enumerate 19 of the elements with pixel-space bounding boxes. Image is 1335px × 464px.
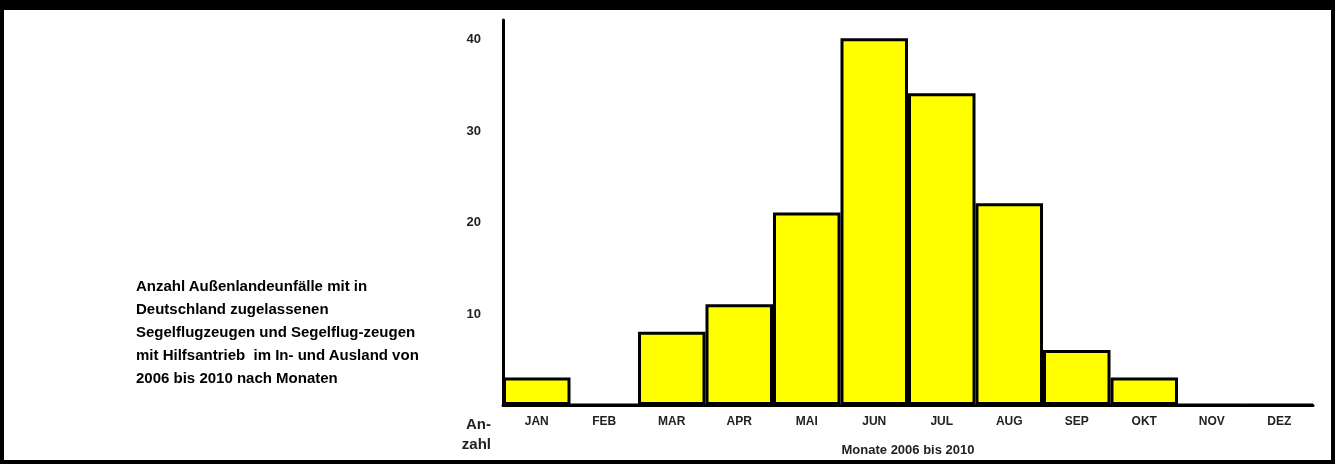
y-axis-title: An- zahl [461,414,491,452]
x-tick-label: JUN [862,414,887,428]
x-tick-label: AUG [995,414,1023,428]
y-tick-label: 10 [466,305,481,321]
x-tick-label: DEZ [1267,414,1292,428]
y-tick-label: 40 [466,30,481,46]
x-tick-label: SEP [1064,414,1089,428]
x-tick-label: JUL [930,414,954,428]
x-tick-label: JAN [524,414,549,428]
x-tick-label: FEB [592,414,617,428]
x-tick-label: OKT [1131,414,1158,428]
x-tick-label: APR [726,414,753,428]
x-tick-label: NOV [1198,414,1225,428]
y-tick-label: 30 [466,122,481,138]
text: Anzahl Außenlandeunfälle mit in Deutschland zugelassenen Segelflugzeugen und Segelflug-zeugen mit Hilfsantrieb im In- und Ausland von 2006 bis 2010 nach Monaten [136,276,420,388]
x-axis-title: Monate 2006 bis 2010 [841,442,975,457]
x-tick-label: MAR [658,414,686,428]
y-tick-label: 20 [466,214,481,230]
x-tick-label: MAI [795,414,818,428]
